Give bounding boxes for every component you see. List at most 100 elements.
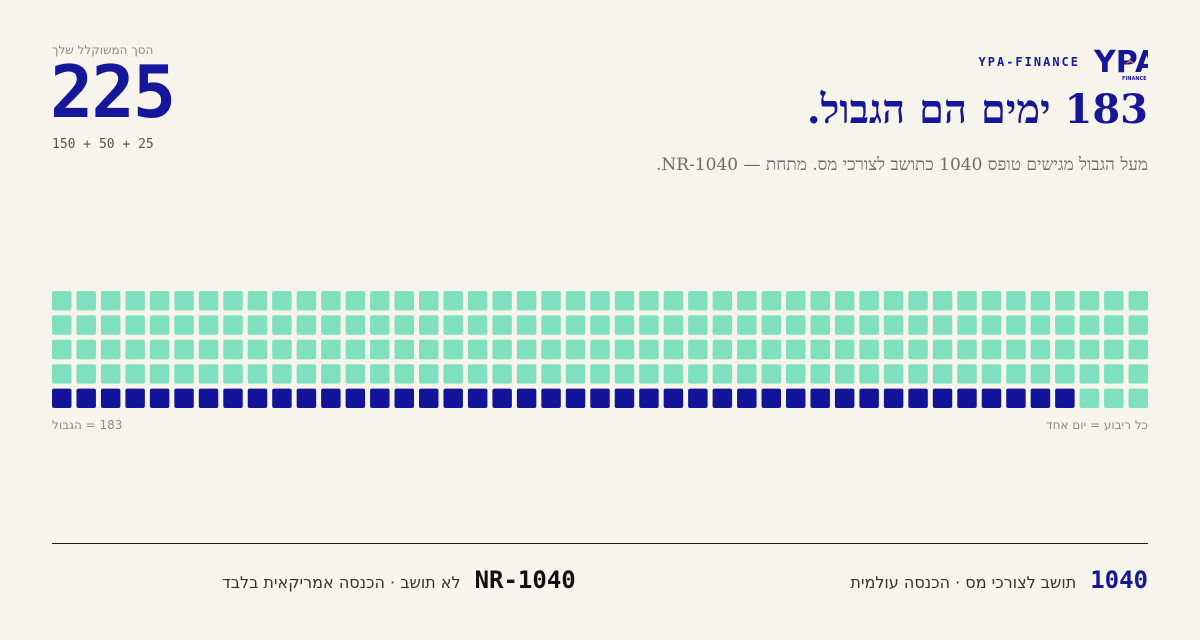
day-square — [247, 339, 268, 360]
day-square — [859, 364, 879, 384]
day-square — [859, 315, 879, 335]
day-square — [1128, 388, 1148, 408]
day-square — [957, 339, 977, 360]
day-square — [883, 291, 904, 311]
day-square — [296, 364, 317, 384]
day-square — [467, 315, 488, 335]
day-square — [370, 315, 390, 335]
day-square — [688, 315, 708, 335]
day-square — [76, 364, 96, 384]
day-square — [345, 364, 366, 384]
day-square — [981, 364, 1002, 384]
day-square-over-limit — [981, 388, 1002, 408]
day-square-over-limit — [834, 388, 855, 408]
day-square — [52, 291, 72, 311]
day-square-over-limit — [614, 388, 635, 408]
day-square — [125, 291, 145, 311]
day-square-over-limit — [1055, 388, 1075, 408]
day-square — [688, 291, 708, 311]
day-square — [590, 364, 610, 384]
day-square — [834, 315, 855, 335]
day-square — [565, 339, 586, 360]
day-square — [859, 291, 879, 311]
day-square-over-limit — [737, 388, 757, 408]
divider — [52, 543, 1148, 544]
brand: YPA-FINANCE YPA FINANCE — [979, 42, 1148, 82]
day-square — [443, 339, 463, 360]
form-option-resident: 1040 תושב לצורכי מס · הכנסה עולמית — [850, 566, 1148, 594]
day-square-over-limit — [492, 388, 512, 408]
day-square — [223, 364, 243, 384]
day-square — [1055, 291, 1075, 311]
day-square — [1006, 291, 1026, 311]
day-square-over-limit — [52, 388, 72, 408]
day-square — [1030, 339, 1051, 360]
day-square-over-limit — [541, 388, 561, 408]
day-square — [419, 339, 439, 360]
day-square — [614, 315, 635, 335]
day-square-over-limit — [516, 388, 537, 408]
day-square — [1128, 291, 1148, 311]
day-square — [712, 339, 733, 360]
day-square-over-limit — [223, 388, 243, 408]
day-square — [370, 291, 390, 311]
day-square — [786, 339, 806, 360]
day-square — [370, 339, 390, 360]
day-square — [761, 291, 781, 311]
day-square — [1030, 364, 1051, 384]
day-square — [76, 339, 96, 360]
day-square — [590, 315, 610, 335]
day-square — [1055, 339, 1075, 360]
day-square — [174, 315, 194, 335]
day-square — [663, 339, 684, 360]
day-square-over-limit — [810, 388, 830, 408]
day-square — [174, 339, 194, 360]
day-square-over-limit — [712, 388, 733, 408]
day-square — [76, 291, 96, 311]
day-square-over-limit — [932, 388, 953, 408]
day-square-over-limit — [761, 388, 781, 408]
day-square — [370, 364, 390, 384]
day-square — [590, 291, 610, 311]
form-description-1040: תושב לצורכי מס · הכנסה עולמית — [850, 573, 1077, 592]
day-square — [149, 291, 170, 311]
day-square — [1079, 388, 1100, 408]
day-square — [223, 291, 243, 311]
day-square — [198, 364, 219, 384]
day-square — [174, 291, 194, 311]
day-square-over-limit — [419, 388, 439, 408]
day-square — [663, 291, 684, 311]
day-square — [1128, 339, 1148, 360]
day-square — [883, 339, 904, 360]
logo-subtext: FINANCE — [1122, 76, 1147, 82]
day-square — [321, 339, 341, 360]
day-square — [761, 315, 781, 335]
day-square — [100, 339, 121, 360]
day-square — [834, 364, 855, 384]
day-square — [737, 364, 757, 384]
day-square — [321, 315, 341, 335]
day-square — [443, 315, 463, 335]
day-square — [712, 315, 733, 335]
day-square — [198, 315, 219, 335]
day-square — [394, 315, 414, 335]
day-square — [957, 364, 977, 384]
day-square — [737, 339, 757, 360]
day-square — [786, 315, 806, 335]
page-title: 183 ימים הם הגבול. — [806, 86, 1148, 133]
day-square — [174, 364, 194, 384]
day-square-over-limit — [957, 388, 977, 408]
logo-text: YPA — [1093, 45, 1148, 80]
day-square — [614, 339, 635, 360]
day-square — [321, 364, 341, 384]
day-square-over-limit — [296, 388, 317, 408]
day-square-over-limit — [1030, 388, 1051, 408]
day-square-over-limit — [688, 388, 708, 408]
day-square — [1104, 364, 1124, 384]
day-square — [1079, 315, 1100, 335]
day-square — [908, 364, 928, 384]
day-square — [394, 364, 414, 384]
day-square — [908, 315, 928, 335]
day-square — [492, 291, 512, 311]
day-square-over-limit — [467, 388, 488, 408]
